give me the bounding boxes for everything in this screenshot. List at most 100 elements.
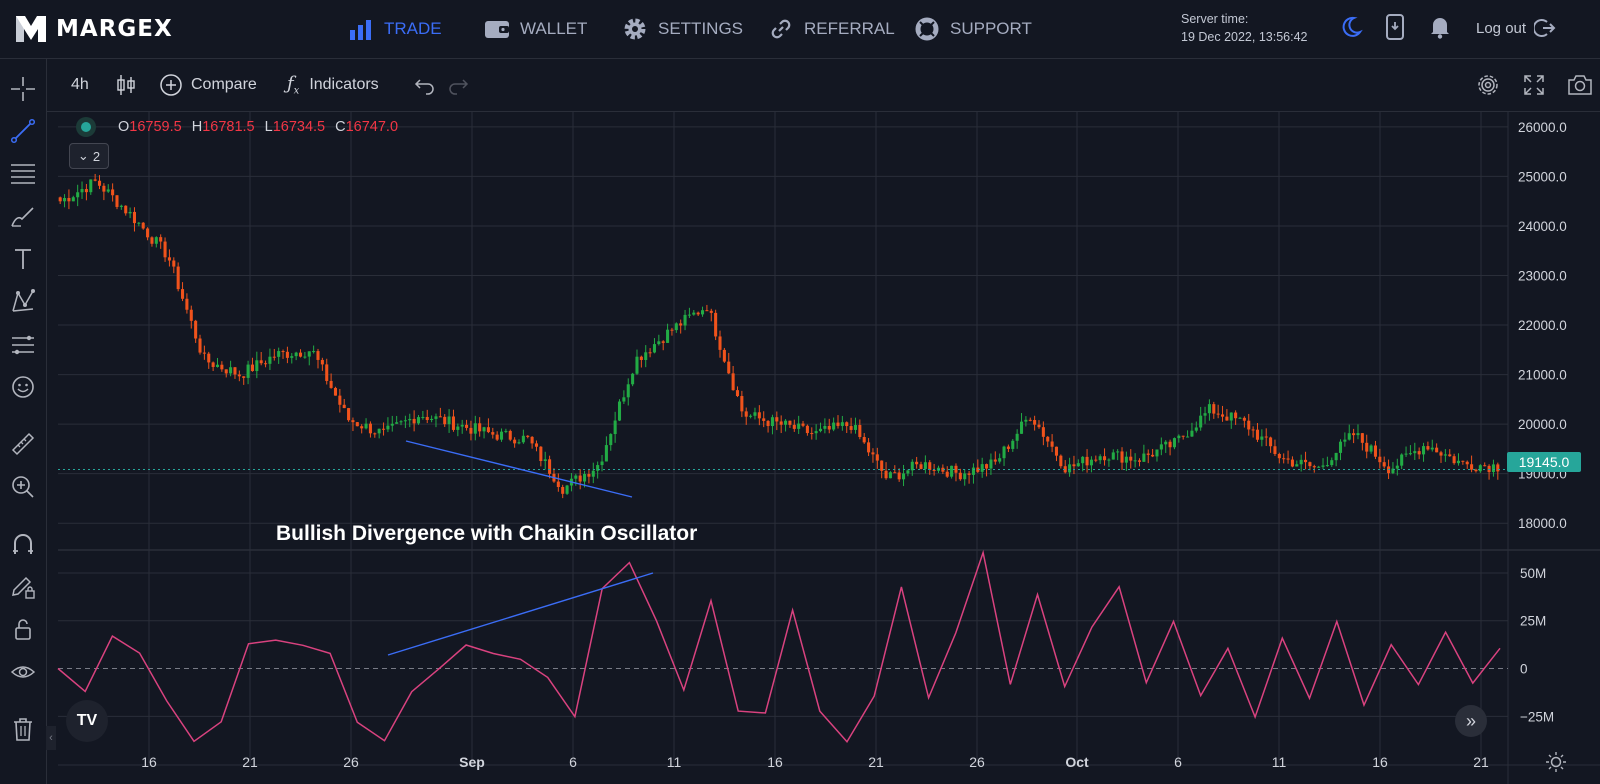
- candle-body: [377, 428, 381, 434]
- undo-button[interactable]: [414, 71, 436, 99]
- candle-body: [1129, 456, 1133, 461]
- close-label: C: [335, 119, 346, 135]
- logout-button[interactable]: Log out: [1476, 18, 1556, 38]
- interval-button[interactable]: 4h: [71, 71, 89, 99]
- oscillator-axis-label: −25M: [1520, 709, 1554, 724]
- nav-wallet[interactable]: WALLET: [484, 16, 587, 42]
- candle-body: [1277, 454, 1281, 459]
- candle-body: [97, 180, 102, 186]
- fib-tool[interactable]: [7, 158, 39, 190]
- axis-settings-button[interactable]: [1544, 750, 1568, 774]
- candle-body: [613, 420, 617, 435]
- lock-drawings-tool[interactable]: [7, 571, 39, 603]
- time-axis-label: Oct: [1065, 754, 1089, 770]
- candle-body: [233, 367, 237, 375]
- candle-body: [906, 470, 910, 474]
- time-axis-label: 26: [343, 754, 359, 770]
- measure-tool[interactable]: [7, 428, 39, 460]
- candle-body: [1028, 419, 1032, 421]
- candle-body: [1321, 465, 1325, 467]
- candle-body: [875, 454, 879, 461]
- brush-icon: [11, 207, 34, 227]
- candle-body: [1216, 413, 1220, 415]
- pencil-lock-icon: [12, 576, 35, 599]
- tradingview-logo[interactable]: TV: [66, 700, 108, 742]
- candle-body: [1439, 452, 1443, 456]
- crosshair-tool[interactable]: [7, 73, 39, 105]
- pattern-tool[interactable]: [7, 285, 39, 317]
- candle-body: [58, 197, 62, 202]
- candle-body: [683, 314, 687, 326]
- candle-body: [932, 469, 936, 471]
- candle-body: [858, 425, 862, 438]
- screenshot-button[interactable]: [1567, 71, 1593, 99]
- visibility-tool[interactable]: [7, 656, 39, 688]
- candle-body: [1229, 412, 1233, 421]
- text-icon: [15, 249, 31, 269]
- candle-body: [954, 465, 958, 473]
- candle-body: [749, 415, 753, 417]
- theme-toggle-button[interactable]: [1337, 15, 1365, 43]
- delete-tool[interactable]: [7, 713, 39, 745]
- text-tool[interactable]: [7, 243, 39, 275]
- forecast-tool[interactable]: [7, 328, 39, 360]
- nav-referral[interactable]: REFERRAL: [768, 16, 895, 42]
- nav-trade[interactable]: TRADE: [348, 16, 442, 42]
- redo-button[interactable]: [447, 71, 469, 99]
- brush-tool[interactable]: [7, 200, 39, 232]
- candle-body: [1085, 456, 1089, 466]
- candle-body: [63, 197, 67, 202]
- compare-button[interactable]: Compare: [159, 71, 257, 99]
- fullscreen-button[interactable]: [1522, 71, 1546, 99]
- close-value: 16747.0: [345, 119, 399, 135]
- magnet-tool[interactable]: [7, 528, 39, 560]
- candle-body: [1317, 466, 1321, 468]
- candle-body: [132, 211, 136, 224]
- nav-settings[interactable]: SETTINGS: [622, 16, 743, 42]
- candle-body: [76, 192, 80, 198]
- candle-body: [84, 189, 88, 193]
- scroll-to-realtime-button[interactable]: »: [1455, 705, 1487, 737]
- candle-body: [814, 431, 818, 434]
- candle-body: [207, 353, 211, 363]
- candle-body: [1474, 469, 1478, 472]
- mobile-app-button[interactable]: [1381, 13, 1409, 43]
- trendline-tool[interactable]: [7, 115, 39, 147]
- notifications-button[interactable]: [1426, 15, 1454, 43]
- price-axis-label: 21000.0: [1518, 368, 1567, 383]
- prediction-icon: [12, 335, 34, 355]
- candle-body: [1225, 416, 1229, 421]
- chart-type-button[interactable]: [115, 71, 137, 99]
- price-trendline: [405, 440, 633, 498]
- chart-settings-button[interactable]: [1475, 71, 1501, 99]
- candle-body: [910, 461, 914, 471]
- candle-body: [425, 416, 429, 421]
- candle-body: [1491, 464, 1495, 473]
- candle-body: [897, 472, 901, 480]
- candle-body: [1063, 466, 1067, 473]
- indicators-button[interactable]: ƒx Indicators: [287, 71, 379, 99]
- margex-logo[interactable]: MARGEX: [14, 12, 173, 46]
- candle-body: [1172, 438, 1176, 448]
- time-axis-label: 16: [1372, 754, 1388, 770]
- candle-body: [1487, 465, 1491, 473]
- candle-body: [1142, 453, 1146, 462]
- logout-icon: [1534, 18, 1556, 38]
- candle-body: [1260, 436, 1264, 440]
- candle-body: [364, 423, 368, 429]
- candle-body: [1365, 442, 1369, 452]
- indicator-count: 2: [92, 148, 101, 164]
- indicators-collapse-button[interactable]: ⌄ 2: [69, 143, 109, 169]
- nav-support[interactable]: SUPPORT: [914, 16, 1032, 42]
- toggle-toolbar-button[interactable]: ‹: [46, 726, 56, 750]
- candle-body: [1382, 462, 1386, 467]
- zoom-tool[interactable]: [7, 471, 39, 503]
- candle-body: [290, 356, 294, 358]
- candle-body: [1247, 420, 1251, 430]
- candle-body: [465, 424, 469, 428]
- candle-body: [727, 361, 731, 374]
- emoji-tool[interactable]: [7, 371, 39, 403]
- lock-tool[interactable]: [7, 613, 39, 645]
- candle-body: [989, 459, 993, 469]
